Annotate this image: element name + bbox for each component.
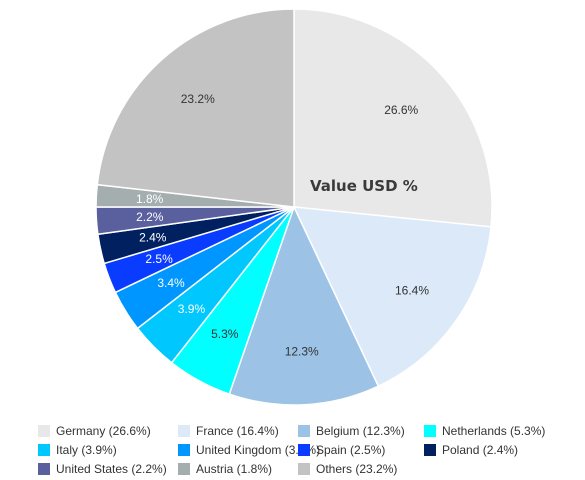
legend-label: Spain (2.5%)	[316, 443, 386, 457]
legend-swatch	[38, 425, 50, 437]
pie-slice-others	[96, 8, 295, 208]
slice-label-france: 16.4%	[395, 283, 429, 297]
legend-label: Austria (1.8%)	[196, 462, 273, 476]
slice-label-poland: 2.4%	[139, 231, 167, 245]
legend-swatch	[38, 444, 50, 456]
pie-slices	[95, 8, 493, 406]
chart-legend: Germany (26.6%) France (16.4%) Belgium (12…	[38, 424, 558, 476]
legend-label: Others (23.2%)	[316, 462, 398, 476]
legend-item-netherlands: Netherlands (5.3%)	[424, 424, 558, 438]
legend-label: Germany (26.6%)	[56, 424, 151, 438]
legend-label: Italy (3.9%)	[56, 443, 117, 457]
slice-label-united-kingdom: 3.4%	[157, 276, 185, 290]
legend-swatch	[424, 444, 436, 456]
legend-swatch	[298, 463, 310, 475]
slice-label-spain: 2.5%	[145, 252, 173, 266]
legend-item-italy: Italy (3.9%)	[38, 443, 178, 457]
legend-label: Belgium (12.3%)	[316, 424, 405, 438]
legend-swatch	[38, 463, 50, 475]
legend-label: United States (2.2%)	[56, 462, 167, 476]
slice-label-others: 23.2%	[181, 92, 215, 106]
slice-label-italy: 3.9%	[178, 302, 206, 316]
legend-label: Poland (2.4%)	[442, 443, 519, 457]
slice-labels: 26.6% 16.4% 12.3% 5.3% 3.9% 3.4% 2.5% 2.4% 2.2% 1…	[136, 92, 429, 358]
legend-swatch	[178, 444, 190, 456]
legend-item-belgium: Belgium (12.3%)	[298, 424, 424, 438]
legend-item-germany: Germany (26.6%)	[38, 424, 178, 438]
legend-swatch	[298, 425, 310, 437]
legend-swatch	[178, 463, 190, 475]
pie-slice-belgium	[228, 205, 380, 406]
slice-label-belgium: 12.3%	[285, 344, 319, 358]
slice-label-austria: 1.8%	[136, 192, 164, 206]
slice-label-germany: 26.6%	[384, 103, 418, 117]
legend-swatch	[424, 425, 436, 437]
legend-item-poland: Poland (2.4%)	[424, 443, 558, 457]
pie-chart-svg: 26.6% 16.4% 12.3% 5.3% 3.9% 3.4% 2.5% 2.4% 2.2% 1…	[95, 8, 493, 406]
slice-label-united-states: 2.2%	[136, 210, 164, 224]
pie-chart: 26.6% 16.4% 12.3% 5.3% 3.9% 3.4% 2.5% 2.4% 2.2% 1…	[95, 8, 493, 406]
pie-slice-germany	[293, 8, 493, 228]
legend-item-spain: Spain (2.5%)	[298, 443, 424, 457]
legend-item-france: France (16.4%)	[178, 424, 298, 438]
legend-label: France (16.4%)	[196, 424, 279, 438]
legend-label: United Kingdom (3.4%)	[196, 443, 321, 457]
pie-slice-france	[292, 206, 492, 388]
legend-label: Netherlands (5.3%)	[442, 424, 546, 438]
legend-item-united-states: United States (2.2%)	[38, 462, 178, 476]
legend-item-united-kingdom: United Kingdom (3.4%)	[178, 443, 320, 457]
legend-swatch	[298, 444, 310, 456]
chart-title: Value USD %	[310, 177, 418, 195]
slice-label-netherlands: 5.3%	[211, 327, 239, 341]
legend-swatch	[178, 425, 190, 437]
legend-item-others: Others (23.2%)	[298, 462, 424, 476]
legend-item-austria: Austria (1.8%)	[178, 462, 298, 476]
